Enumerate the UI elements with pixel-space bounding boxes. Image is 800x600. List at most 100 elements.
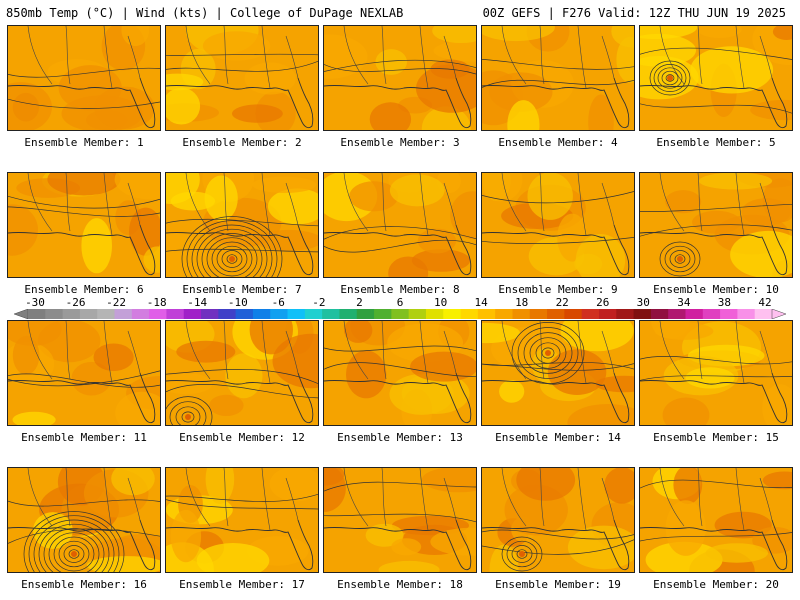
temperature-field-blob bbox=[762, 471, 792, 490]
low-center bbox=[229, 256, 235, 262]
temperature-field-blob bbox=[685, 367, 735, 389]
state-border bbox=[659, 26, 685, 85]
pressure-contour bbox=[324, 513, 476, 523]
state-border bbox=[735, 26, 745, 89]
state-border bbox=[759, 35, 773, 79]
coastline bbox=[324, 77, 472, 129]
coastline bbox=[8, 224, 156, 276]
state-border bbox=[381, 468, 387, 527]
low-pressure-contour bbox=[659, 241, 701, 277]
state-border bbox=[185, 468, 211, 527]
state-border bbox=[443, 330, 457, 374]
colorbar-segment bbox=[166, 309, 185, 319]
pressure-contour bbox=[482, 79, 634, 88]
low-pressure-contour bbox=[216, 245, 248, 273]
pressure-contour bbox=[166, 384, 318, 399]
colorbar-tick-label: -2 bbox=[312, 296, 326, 309]
ensemble-member-map bbox=[639, 172, 793, 278]
low-pressure-contour bbox=[535, 342, 561, 364]
state-border bbox=[65, 173, 71, 232]
ensemble-member-label: Ensemble Member: 7 bbox=[182, 283, 302, 296]
temperature-field-blob bbox=[750, 99, 792, 121]
coastline bbox=[482, 519, 630, 571]
state-border bbox=[185, 173, 211, 232]
pressure-contour bbox=[324, 362, 476, 377]
pressure-contour bbox=[482, 237, 634, 244]
ensemble-member-map bbox=[323, 467, 477, 573]
low-pressure-contour bbox=[529, 337, 567, 369]
temperature-field-blob bbox=[416, 64, 476, 113]
coastline bbox=[482, 224, 630, 276]
temperature-field-blob bbox=[697, 26, 742, 38]
low-pressure-contour bbox=[48, 532, 100, 572]
colorbar-segment bbox=[668, 309, 686, 319]
state-border bbox=[285, 477, 299, 521]
pressure-contour bbox=[324, 239, 476, 253]
coastline bbox=[482, 372, 630, 424]
ensemble-member-map bbox=[639, 467, 793, 573]
ensemble-member-label: Ensemble Member: 13 bbox=[337, 431, 463, 444]
state-border bbox=[261, 173, 271, 236]
temperature-field-blob bbox=[166, 87, 201, 125]
state-border bbox=[261, 321, 271, 384]
temperature-field-blob bbox=[365, 523, 404, 547]
colorbar-segment bbox=[425, 309, 444, 319]
state-border bbox=[759, 330, 773, 374]
temperature-field-blob bbox=[344, 321, 373, 343]
colorbar-segment bbox=[408, 309, 427, 319]
temperature-field-blob bbox=[324, 468, 345, 486]
state-border bbox=[539, 26, 545, 85]
colorbar-segment bbox=[62, 309, 81, 319]
colorbar-segment bbox=[616, 309, 635, 319]
ensemble-member-label: Ensemble Member: 16 bbox=[21, 578, 147, 591]
low-pressure-contour bbox=[661, 70, 679, 86]
state-border bbox=[65, 26, 71, 85]
temperature-field-blob bbox=[204, 175, 238, 222]
ensemble-member-label: Ensemble Member: 19 bbox=[495, 578, 621, 591]
ensemble-member-label: Ensemble Member: 12 bbox=[179, 431, 305, 444]
temperature-field-blob bbox=[12, 335, 40, 375]
ensemble-member-map bbox=[165, 172, 319, 278]
pressure-contour bbox=[166, 369, 318, 384]
pressure-contour bbox=[640, 356, 792, 365]
low-pressure-contour bbox=[541, 347, 555, 359]
ensemble-member-map bbox=[481, 172, 635, 278]
state-border bbox=[735, 468, 745, 531]
coastline bbox=[324, 224, 472, 276]
state-border bbox=[419, 173, 429, 236]
state-border bbox=[127, 330, 141, 374]
colorbar-tick-label: 38 bbox=[717, 296, 732, 309]
low-pressure-contour bbox=[669, 250, 691, 268]
colorbar-tick-label: 42 bbox=[758, 296, 772, 309]
pressure-contour bbox=[324, 481, 476, 492]
low-pressure-contour bbox=[206, 237, 258, 277]
temperature-field-blob bbox=[93, 343, 134, 372]
low-pressure-contour bbox=[191, 224, 273, 277]
temperature-field-blob bbox=[143, 246, 160, 273]
temperature-field-blob bbox=[209, 394, 244, 416]
temperature-field-blob bbox=[422, 468, 476, 493]
colorbar-segment bbox=[287, 309, 306, 319]
low-pressure-contour bbox=[226, 254, 238, 264]
colorbar-tick-label: -18 bbox=[146, 296, 167, 309]
temperature-field-blob bbox=[450, 191, 476, 239]
coastline bbox=[8, 519, 156, 571]
temperature-field-blob bbox=[129, 207, 160, 256]
colorbar-segment bbox=[754, 309, 773, 319]
pressure-contour bbox=[482, 539, 634, 555]
pressure-contour bbox=[166, 499, 318, 510]
coastline bbox=[640, 77, 788, 129]
state-border bbox=[539, 468, 545, 527]
colorbar-tick-label: 26 bbox=[596, 296, 610, 309]
pressure-contour bbox=[640, 532, 792, 542]
temperature-field-blob bbox=[244, 62, 296, 95]
temperature-field-blob bbox=[640, 26, 698, 40]
temperature-field-blob bbox=[166, 373, 213, 395]
temperature-field-blob bbox=[47, 173, 121, 196]
temperature-field-blob bbox=[225, 353, 263, 399]
colorbar-segment bbox=[356, 309, 375, 319]
colorbar-segment bbox=[322, 309, 340, 319]
state-border bbox=[601, 35, 615, 79]
temperature-field-blob bbox=[389, 174, 445, 207]
ensemble-member-map bbox=[7, 25, 161, 131]
